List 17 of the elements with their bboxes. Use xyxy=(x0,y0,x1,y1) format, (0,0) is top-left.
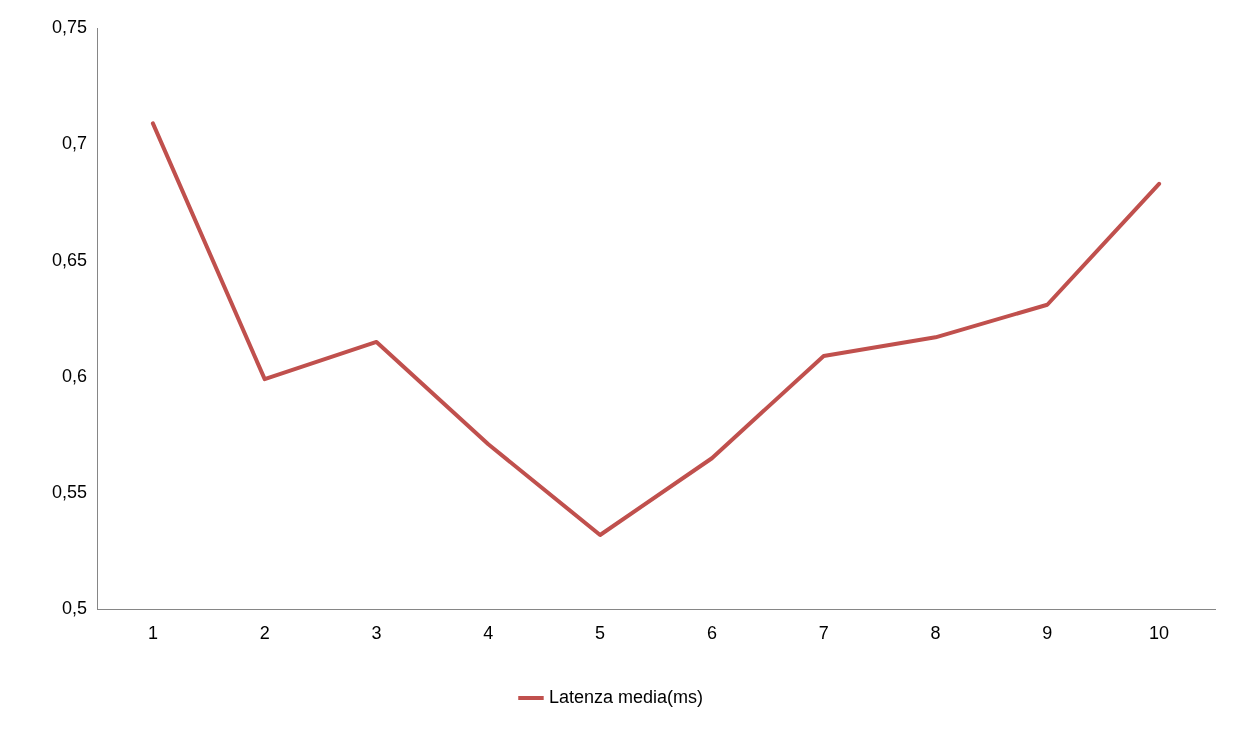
x-tick-label: 2 xyxy=(259,623,270,644)
y-tick-label: 0,6 xyxy=(61,365,87,386)
x-tick-label: 3 xyxy=(371,623,382,644)
legend-label: Latenza media(ms) xyxy=(548,686,704,707)
y-tick-label: 0,5 xyxy=(61,598,87,619)
y-tick-label: 0,75 xyxy=(51,16,87,37)
y-tick-label: 0,65 xyxy=(51,249,87,270)
y-tick-label: 0,7 xyxy=(61,133,87,154)
x-tick-label: 9 xyxy=(1042,623,1053,644)
x-tick-label: 1 xyxy=(147,623,158,644)
x-tick-label: 8 xyxy=(930,623,941,644)
x-tick-label: 7 xyxy=(818,623,829,644)
x-tick-label: 4 xyxy=(483,623,494,644)
x-tick-label: 5 xyxy=(595,623,606,644)
x-tick-label: 10 xyxy=(1149,623,1170,644)
x-tick-label: 6 xyxy=(706,623,717,644)
y-tick-label: 0,55 xyxy=(51,482,87,503)
